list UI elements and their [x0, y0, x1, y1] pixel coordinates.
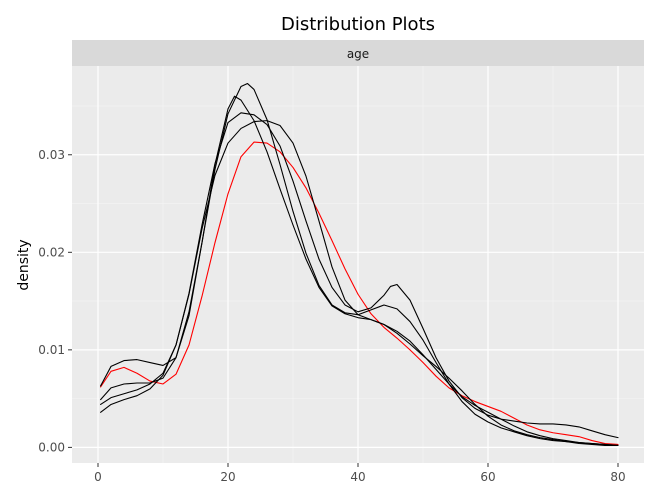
facet-strip-label: age — [347, 47, 369, 61]
y-tick-label: 0.00 — [38, 440, 65, 454]
y-tick-label: 0.02 — [38, 245, 65, 259]
major-gridlines — [72, 66, 644, 463]
y-axis-ticks: 0.00 0.01 0.02 0.03 — [38, 148, 72, 454]
y-tick-label: 0.01 — [38, 343, 65, 357]
density-curves — [100, 83, 619, 446]
density-curve-3 — [100, 83, 619, 446]
x-tick-label: 40 — [350, 470, 365, 484]
x-tick-label: 20 — [220, 470, 235, 484]
density-curve-1 — [100, 141, 619, 446]
chart-title: Distribution Plots — [281, 14, 435, 35]
density-curve-2 — [100, 95, 619, 446]
facet-strip — [72, 40, 644, 66]
density-curve-5 — [100, 120, 619, 446]
x-tick-label: 0 — [94, 470, 102, 484]
y-tick-label: 0.03 — [38, 148, 65, 162]
y-axis-title: density — [16, 239, 32, 290]
x-axis-ticks: 0 20 40 60 80 — [94, 463, 626, 484]
x-tick-label: 80 — [610, 470, 625, 484]
x-tick-label: 60 — [480, 470, 495, 484]
